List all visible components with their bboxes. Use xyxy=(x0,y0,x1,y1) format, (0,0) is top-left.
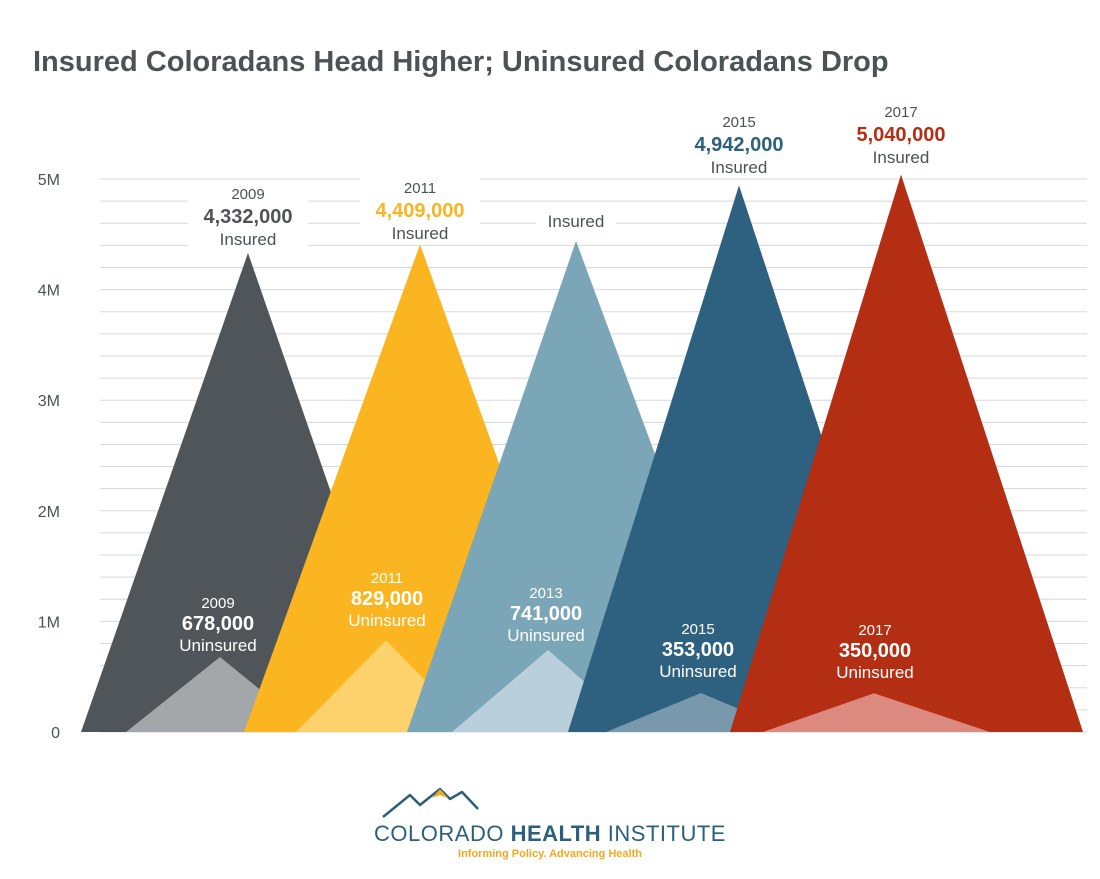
insured-year-label: 2015 xyxy=(722,114,755,131)
uninsured-value-label: 741,000 xyxy=(510,603,582,625)
uninsured-word-label: Uninsured xyxy=(659,662,737,681)
mountain-logo-icon xyxy=(382,787,479,818)
uninsured-year-label: 2009 xyxy=(201,595,234,612)
uninsured-peak-2017 xyxy=(763,693,990,732)
label-backing xyxy=(360,177,480,243)
insured-word-label: Insured xyxy=(873,148,930,167)
y-axis-ticks: 0 1M 2M 3M 4M 5M xyxy=(38,172,60,742)
logo: COLORADO HEALTH INSTITUTE Informing Poli… xyxy=(374,787,726,860)
uninsured-year-label: 2013 xyxy=(529,585,562,602)
logo-tagline: Informing Policy. Advancing Health xyxy=(458,848,642,860)
label-backing xyxy=(841,101,961,167)
y-tick-label: 2M xyxy=(38,504,60,521)
uninsured-word-label: Uninsured xyxy=(507,626,585,645)
uninsured-value-label: 353,000 xyxy=(662,639,734,661)
uninsured-word-label: Uninsured xyxy=(836,663,914,682)
y-tick-label: 3M xyxy=(38,393,60,410)
uninsured-value-label: 829,000 xyxy=(351,588,423,610)
uninsured-value-label: 350,000 xyxy=(839,640,911,662)
insured-year-label: 2011 xyxy=(404,180,436,197)
insured-value-label: 4,409,000 xyxy=(376,200,465,222)
label-backing xyxy=(188,183,308,249)
insured-word-label: Insured xyxy=(548,212,605,231)
uninsured-year-label: 2011 xyxy=(371,570,403,587)
insured-word-label: Insured xyxy=(711,158,768,177)
uninsured-value-label: 678,000 xyxy=(182,613,254,635)
peak-logo-icon xyxy=(432,789,448,798)
insured-year-label: 2009 xyxy=(231,186,264,203)
label-backing xyxy=(679,111,799,177)
insured-word-label: Insured xyxy=(392,224,449,243)
y-tick-label: 4M xyxy=(38,283,60,300)
insured-value-label: 4,332,000 xyxy=(204,206,293,228)
uninsured-word-label: Uninsured xyxy=(179,636,257,655)
uninsured-year-label: 2015 xyxy=(681,621,714,638)
insured-value-label: 5,040,000 xyxy=(857,124,946,146)
uninsured-word-label: Uninsured xyxy=(348,611,426,630)
chart-title: Insured Coloradans Head Higher; Uninsure… xyxy=(33,46,889,78)
insured-year-label: 2017 xyxy=(884,104,917,121)
y-tick-label: 5M xyxy=(38,172,60,189)
label-backing xyxy=(536,209,616,233)
y-tick-label: 1M xyxy=(38,614,60,631)
logo-text: COLORADO HEALTH INSTITUTE xyxy=(374,821,726,846)
data-labels: 2009 4,332,000 Insured 2011 4,409,000 Insured… xyxy=(179,101,961,682)
insured-series xyxy=(81,174,1083,733)
insured-word-label: Insured xyxy=(220,230,277,249)
insured-peak-2017 xyxy=(730,174,1083,733)
y-tick-label: 0 xyxy=(51,725,60,742)
uninsured-year-label: 2017 xyxy=(858,622,891,639)
insured-value-label: 4,942,000 xyxy=(695,134,784,156)
